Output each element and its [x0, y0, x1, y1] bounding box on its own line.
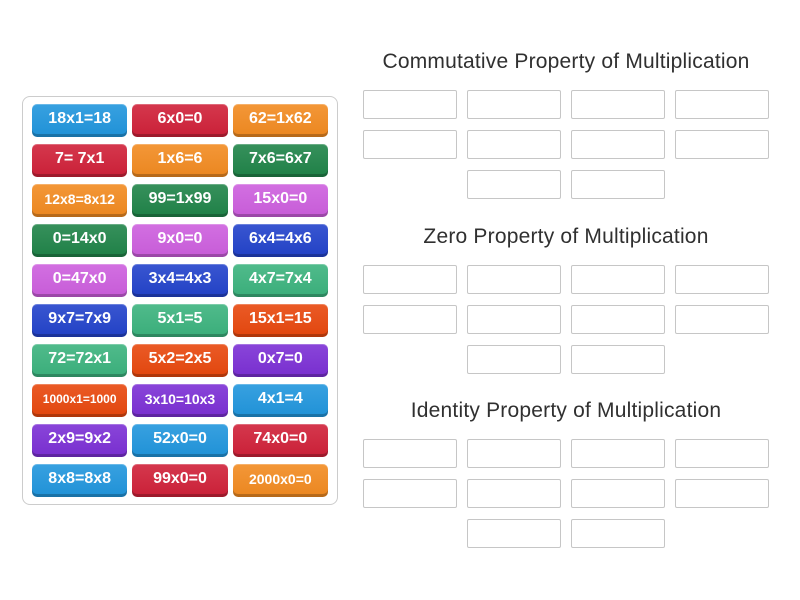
tile[interactable]: 52x0=0	[132, 424, 228, 457]
drop-slot[interactable]	[675, 305, 769, 334]
drop-slot[interactable]	[467, 90, 561, 119]
tile[interactable]: 7x6=6x7	[232, 144, 328, 177]
tile[interactable]: 2x9=9x2	[32, 424, 128, 457]
drop-slot[interactable]	[467, 479, 561, 508]
tile[interactable]: 0=14x0	[32, 224, 128, 257]
drop-slot[interactable]	[363, 90, 457, 119]
tile[interactable]: 12x8=8x12	[32, 184, 128, 217]
tile[interactable]: 99=1x99	[132, 184, 228, 217]
tile[interactable]: 7= 7x1	[32, 144, 128, 177]
tile[interactable]: 6x4=4x6	[232, 224, 328, 257]
tile[interactable]: 99x0=0	[132, 464, 228, 497]
tile[interactable]: 9x0=0	[132, 224, 228, 257]
group-zero: Zero Property of Multiplication	[360, 224, 772, 374]
drop-slot[interactable]	[675, 439, 769, 468]
tile[interactable]: 8x8=8x8	[32, 464, 128, 497]
drop-zone-zero	[363, 265, 769, 374]
tile[interactable]: 6x0=0	[132, 104, 228, 137]
tile[interactable]: 74x0=0	[232, 424, 328, 457]
tile[interactable]: 3x10=10x3	[132, 384, 228, 417]
group-commutative: Commutative Property of Multiplication	[360, 49, 772, 199]
drop-slot[interactable]	[571, 345, 665, 374]
tile[interactable]: 9x7=7x9	[32, 304, 128, 337]
tile[interactable]: 5x2=2x5	[132, 344, 228, 377]
drop-slot[interactable]	[467, 130, 561, 159]
drop-slot[interactable]	[675, 479, 769, 508]
tile[interactable]: 15x1=15	[232, 304, 328, 337]
drop-slot[interactable]	[675, 265, 769, 294]
tile-panel: 18x1=18 6x0=0 62=1x62 7= 7x1 1x6=6 7x6=6x7 12x…	[22, 96, 338, 505]
drop-slot[interactable]	[675, 130, 769, 159]
drop-slot[interactable]	[467, 170, 561, 199]
drop-slot[interactable]	[467, 265, 561, 294]
drop-slot[interactable]	[363, 439, 457, 468]
group-title-zero: Zero Property of Multiplication	[423, 225, 709, 248]
drop-slot[interactable]	[467, 305, 561, 334]
drop-slot[interactable]	[467, 519, 561, 548]
tile[interactable]: 15x0=0	[232, 184, 328, 217]
drop-slot[interactable]	[363, 479, 457, 508]
tile[interactable]: 1x6=6	[132, 144, 228, 177]
drop-zone-identity	[363, 439, 769, 548]
drop-slot[interactable]	[571, 90, 665, 119]
group-title-identity: Identity Property of Multiplication	[410, 399, 722, 422]
drop-slot[interactable]	[363, 305, 457, 334]
tile[interactable]: 3x4=4x3	[132, 264, 228, 297]
drop-slot[interactable]	[363, 265, 457, 294]
tile[interactable]: 0=47x0	[32, 264, 128, 297]
drop-slot[interactable]	[571, 439, 665, 468]
drop-slot[interactable]	[571, 519, 665, 548]
drop-slot[interactable]	[571, 265, 665, 294]
group-identity: Identity Property of Multiplication	[360, 398, 772, 548]
tile[interactable]: 2000x0=0	[232, 464, 328, 497]
tile[interactable]: 72=72x1	[32, 344, 128, 377]
tile[interactable]: 5x1=5	[132, 304, 228, 337]
drop-zone-commutative	[363, 90, 769, 199]
drop-slot[interactable]	[571, 170, 665, 199]
drop-slot[interactable]	[467, 439, 561, 468]
group-title-commutative: Commutative Property of Multiplication	[382, 50, 750, 73]
drop-slot[interactable]	[363, 130, 457, 159]
drop-slot[interactable]	[571, 130, 665, 159]
tile[interactable]: 4x1=4	[232, 384, 328, 417]
drop-slot[interactable]	[571, 305, 665, 334]
tile[interactable]: 1000x1=1000	[32, 384, 128, 417]
tile[interactable]: 18x1=18	[32, 104, 128, 137]
drop-slot[interactable]	[467, 345, 561, 374]
drop-slot[interactable]	[675, 90, 769, 119]
tile[interactable]: 0x7=0	[232, 344, 328, 377]
tile[interactable]: 4x7=7x4	[232, 264, 328, 297]
drop-slot[interactable]	[571, 479, 665, 508]
tile[interactable]: 62=1x62	[232, 104, 328, 137]
